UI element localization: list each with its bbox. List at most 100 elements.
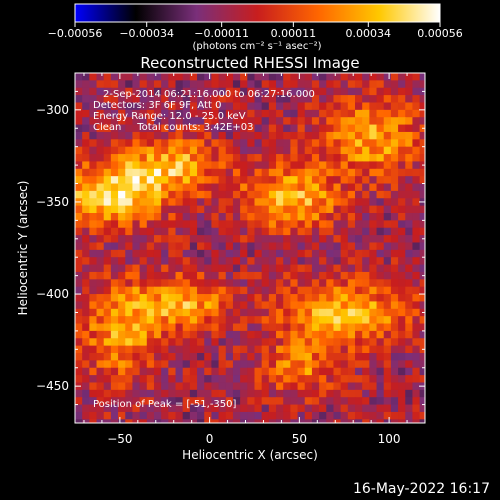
heatmap-cell	[89, 73, 98, 81]
heatmap-cell	[82, 242, 90, 251]
heatmap-cell	[383, 168, 392, 177]
heatmap-cell	[182, 389, 191, 398]
heatmap-cell	[405, 294, 414, 303]
heatmap-cell	[419, 353, 425, 361]
x-axis-label: Heliocentric X (arcsec)	[182, 448, 318, 462]
heatmap-cell	[247, 411, 256, 420]
heatmap-cell	[110, 316, 119, 325]
heatmap-cell	[168, 131, 177, 140]
heatmap-cell	[103, 176, 112, 185]
heatmap-cell	[405, 205, 414, 214]
heatmap-cell	[82, 154, 90, 163]
heatmap-cell	[405, 131, 414, 140]
heatmap-cell	[261, 242, 270, 251]
heatmap-cell	[103, 323, 112, 332]
heatmap-cell	[168, 168, 177, 177]
heatmap-cell	[118, 308, 126, 317]
heatmap-cell	[118, 190, 126, 199]
heatmap-cell	[110, 397, 119, 406]
heatmap-cell	[146, 117, 155, 126]
heatmap-cell	[110, 124, 119, 133]
heatmap-cell	[290, 411, 299, 420]
heatmap-cell	[146, 146, 155, 155]
heatmap-cell	[283, 397, 291, 406]
heatmap-cell	[168, 205, 177, 214]
heatmap-cell	[182, 271, 191, 280]
heatmap-cell	[110, 389, 119, 398]
heatmap-cell	[96, 316, 105, 325]
heatmap-cell	[311, 235, 320, 244]
heatmap-cell	[362, 264, 370, 273]
heatmap-cell	[276, 323, 284, 332]
heatmap-cell	[211, 198, 220, 207]
heatmap-cell	[254, 419, 263, 423]
heatmap-cell	[297, 323, 306, 332]
heatmap-cell	[240, 286, 248, 295]
heatmap-cell	[319, 87, 327, 96]
heatmap-cell	[333, 183, 342, 192]
x-tick-label: 50	[292, 432, 307, 446]
heatmap-cell	[240, 345, 248, 354]
heatmap-cell	[340, 190, 349, 199]
heatmap-cell	[268, 382, 277, 391]
heatmap-cell	[304, 345, 313, 354]
heatmap-cell	[240, 301, 248, 310]
heatmap-cell	[204, 109, 213, 118]
heatmap-cell	[419, 360, 425, 369]
heatmap-cell	[225, 279, 234, 288]
heatmap-cell	[405, 242, 414, 251]
heatmap-cell	[247, 220, 256, 229]
heatmap-cell	[189, 389, 198, 398]
heatmap-cell	[319, 411, 327, 420]
heatmap-cell	[211, 411, 220, 420]
heatmap-cell	[225, 271, 234, 280]
heatmap-cell	[290, 353, 299, 361]
heatmap-cell	[225, 124, 234, 133]
heatmap-cell	[398, 389, 406, 398]
heatmap-cell	[75, 338, 83, 347]
heatmap-cell	[103, 264, 112, 273]
heatmap-cell	[89, 316, 98, 325]
heatmap-cell	[369, 235, 378, 244]
heatmap-cell	[297, 404, 306, 413]
heatmap-cell	[376, 308, 385, 317]
heatmap-cell	[347, 286, 356, 295]
heatmap-cell	[125, 154, 134, 163]
heatmap-cell	[139, 220, 148, 229]
heatmap-cell	[189, 139, 198, 148]
heatmap-cell	[369, 257, 378, 266]
heatmap-cell	[311, 249, 320, 258]
heatmap-cell	[319, 227, 327, 236]
heatmap-cell	[261, 411, 270, 420]
heatmap-cell	[110, 131, 119, 140]
heatmap-cell	[290, 345, 299, 354]
heatmap-cell	[290, 190, 299, 199]
heatmap-cell	[319, 139, 327, 148]
heatmap-cell	[146, 87, 155, 96]
heatmap-cell	[297, 382, 306, 391]
heatmap-cell	[146, 389, 155, 398]
heatmap-cell	[118, 375, 126, 384]
heatmap-cell	[82, 323, 90, 332]
x-tick-labels: −50 0 50 100	[107, 432, 400, 446]
heatmap-cell	[355, 308, 363, 317]
heatmap-cell	[398, 308, 406, 317]
heatmap-cell	[369, 316, 378, 325]
heatmap-cell	[362, 382, 370, 391]
heatmap-cell	[261, 294, 270, 303]
heatmap-cell	[225, 330, 234, 339]
heatmap-cell	[376, 360, 385, 369]
heatmap-cell	[383, 183, 392, 192]
heatmap-cell	[118, 411, 126, 420]
heatmap-cell	[225, 257, 234, 266]
heatmap-cell	[89, 360, 98, 369]
heatmap-cell	[362, 190, 370, 199]
heatmap-cell	[75, 397, 83, 406]
heatmap-cell	[340, 124, 349, 133]
heatmap-cell	[254, 345, 263, 354]
heatmap-cell	[182, 205, 191, 214]
heatmap-cell	[132, 279, 141, 288]
heatmap-cell	[340, 139, 349, 148]
heatmap-cell	[82, 382, 90, 391]
heatmap-cell	[297, 397, 306, 406]
